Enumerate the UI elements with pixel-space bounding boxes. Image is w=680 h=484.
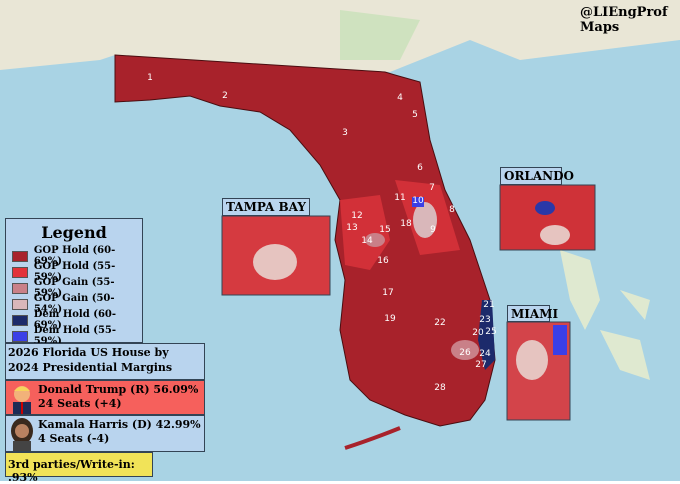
tampa-area (365, 233, 385, 247)
legend-swatch (12, 266, 28, 278)
inset-label: MIAMI (507, 305, 558, 322)
district-blue (412, 197, 424, 207)
legend-item: Dem Hold (60-69%) (12, 309, 142, 331)
legend-item: GOP Hold (55-59%) (12, 261, 142, 283)
district-number: 27 (475, 360, 486, 370)
legend-swatch (12, 250, 28, 262)
summary-title: 2026 Florida US House by 2024 Presidenti… (5, 343, 205, 380)
district-number: 17 (382, 288, 393, 298)
legend-label: Dem Hold (55-59%) (33, 325, 117, 347)
district-number: 21 (483, 300, 494, 310)
trump-row: Donald Trump (R) 56.09% 24 Seats (+4) (5, 380, 205, 415)
inset-label: ORLANDO (500, 167, 574, 185)
candidate: Donald Trump (R) 56.09% 24 Seats (+4) (38, 383, 198, 411)
legend-label: GOP Hold (60-69%) (33, 245, 116, 267)
inset-blue (553, 325, 567, 355)
district-number: 18 (400, 219, 412, 229)
district-number: 12 (351, 211, 362, 221)
orlando-area (413, 202, 437, 238)
district-number: 26 (459, 348, 471, 358)
district-number: 19 (384, 314, 396, 324)
legend-label: GOP Gain (55-59%) (33, 277, 115, 299)
district-number: 11 (394, 193, 405, 203)
district-number: 24 (479, 349, 491, 359)
keys (344, 426, 401, 450)
district-number: 22 (434, 318, 445, 328)
district-number: 15 (379, 225, 390, 235)
other-parties: 3rd parties/Write-in: .93% (5, 452, 153, 484)
district-number: 8 (449, 205, 455, 215)
harris-row: Kamala Harris (D) 42.99% 4 Seats (-4) (5, 415, 205, 452)
legend-item: GOP Gain (55-59%) (12, 277, 142, 299)
handle: @LIEngProf (580, 5, 668, 20)
district-number: 6 (417, 163, 423, 173)
bahamas (560, 250, 650, 380)
inset-label: TAMPA BAY (222, 198, 310, 216)
district-number: 25 (485, 327, 496, 337)
brand: @LIEngProf Maps (580, 5, 668, 35)
candidate: Kamala Harris (D) 42.99% 4 Seats (-4) (38, 418, 201, 446)
inset-glow (540, 225, 570, 245)
district-number: 4 (397, 93, 403, 103)
district-number: 28 (434, 383, 446, 393)
district-number: 5 (412, 110, 418, 120)
district-number: 16 (377, 256, 389, 266)
portrait (13, 386, 31, 414)
legend-title: Legend (41, 223, 107, 242)
district-number: 3 (342, 128, 348, 138)
inset-glow (516, 340, 548, 380)
subtitle: Maps (580, 20, 620, 35)
region (340, 180, 460, 270)
florida (114, 54, 496, 427)
candidate-name: Kamala Harris (D) 42.99% (38, 418, 201, 431)
legend: Legend GOP Hold (60-69%) GOP Hold (55-59%… (5, 218, 143, 347)
legend-label: GOP Hold (55-59%) (33, 261, 116, 283)
legend-label: Dem Hold (60-69%) (33, 309, 117, 331)
seats: 4 Seats (-4) (38, 432, 110, 445)
broward-area (451, 340, 479, 360)
district-number: 20 (472, 328, 484, 338)
district-number: 13 (346, 223, 357, 233)
legend-item: GOP Gain (50-54%) (12, 293, 142, 315)
legend-label: GOP Gain (50-54%) (33, 293, 115, 315)
inset-glow (253, 244, 297, 280)
district-number: 23 (479, 315, 490, 325)
district-number: 1 (147, 73, 153, 83)
district-number: 2 (222, 91, 228, 101)
legend-item: Dem Hold (55-59%) (12, 325, 142, 347)
inset-blue (535, 201, 555, 215)
district-number: 9 (430, 225, 436, 235)
legend-swatch (12, 314, 28, 326)
legend-swatch (12, 298, 28, 310)
portrait (11, 418, 33, 451)
district-number: 10 (412, 196, 424, 206)
legend-swatch (12, 282, 28, 294)
forest (340, 10, 420, 60)
legend-item: GOP Hold (60-69%) (12, 245, 142, 267)
legend-swatch (12, 330, 28, 342)
miami-blue (478, 300, 495, 370)
district-number: 7 (429, 183, 435, 193)
district-number: 14 (361, 236, 373, 246)
seats: 24 Seats (+4) (38, 397, 122, 410)
candidate-name: Donald Trump (R) 56.09% (38, 383, 199, 396)
